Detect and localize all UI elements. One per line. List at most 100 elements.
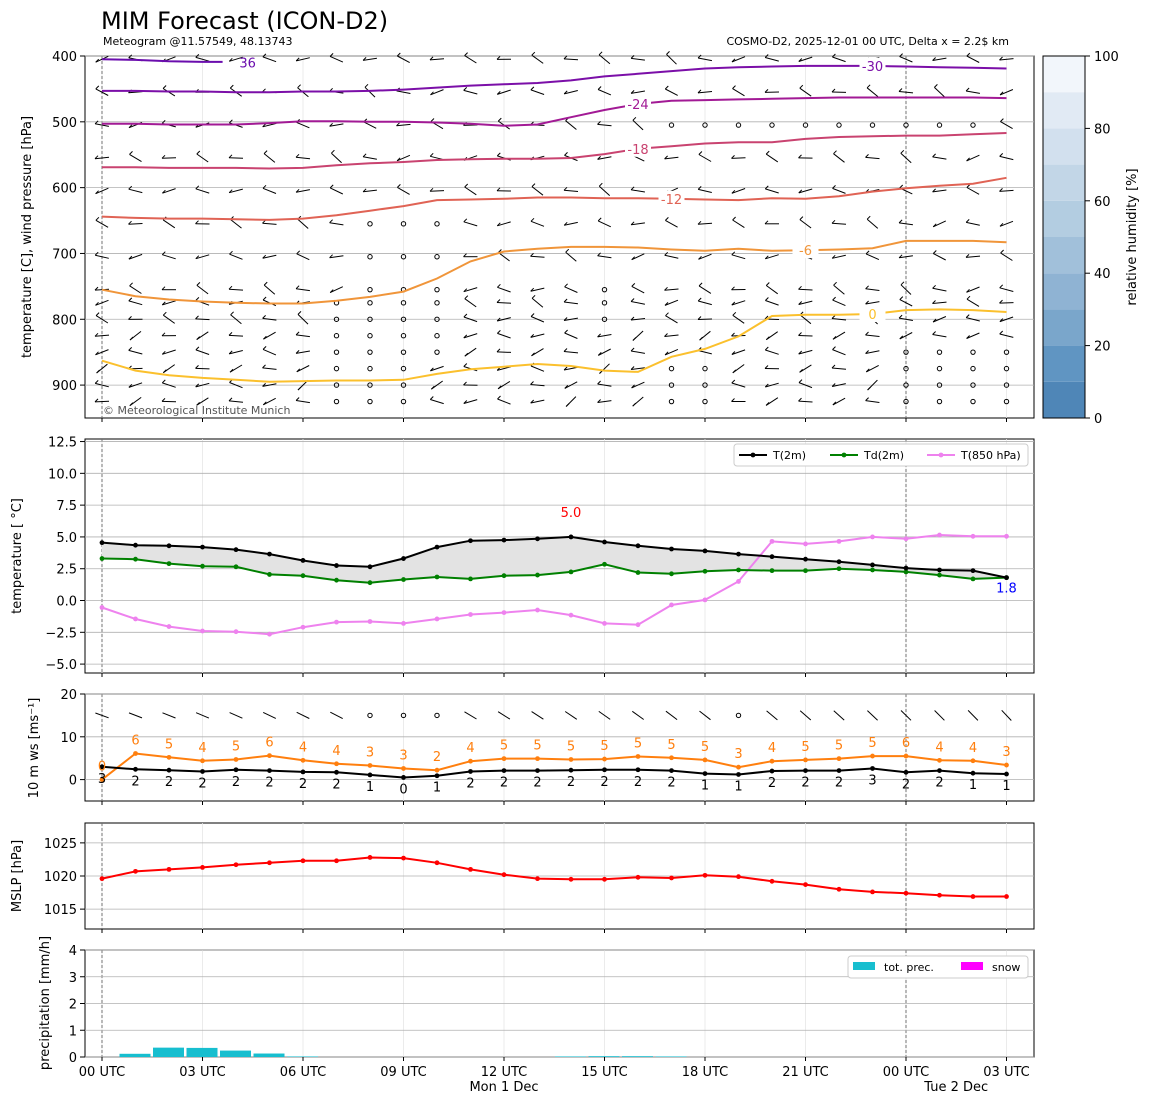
wind-barb-flag <box>161 251 166 256</box>
gust-line-point <box>99 777 105 782</box>
wind-barb <box>966 298 980 307</box>
wind-barb <box>128 223 143 225</box>
wind-barb-flag <box>764 185 769 190</box>
wind-barb-flag <box>162 369 167 374</box>
wind-barb-flag <box>463 253 467 258</box>
t2m-line-point <box>233 547 239 553</box>
wind-barb-flag <box>295 188 300 193</box>
precipitation-axis: 0 1 2 3 4 <box>69 944 1007 1066</box>
wind-barb <box>329 187 344 195</box>
wind-barb <box>128 253 143 260</box>
calm-wind-marker <box>903 398 909 405</box>
y-tick-label: 400 <box>52 50 77 65</box>
t850-line-point <box>669 602 674 608</box>
wind-barb <box>329 286 344 294</box>
wind-barb-flag <box>228 350 233 355</box>
mslp-line-point <box>334 858 339 864</box>
wind-barb <box>531 297 544 308</box>
wind-barb-flag <box>966 52 971 57</box>
precip-bar <box>588 1056 620 1057</box>
wind-barb-flag <box>530 287 535 292</box>
wind-barb <box>564 381 578 389</box>
wind-barb-flag <box>966 288 970 293</box>
calm-wind-marker <box>936 349 943 355</box>
wind-barb-flag <box>965 87 970 92</box>
wind-barb <box>665 710 678 720</box>
wind-barb-flag <box>464 52 468 56</box>
wind-barb-flag <box>632 116 637 121</box>
mean-wind-value-label: 2 <box>567 775 575 790</box>
legend-label: Td(2m) <box>863 449 904 462</box>
wind-barb-flag <box>463 288 468 293</box>
t850-line-point <box>635 622 641 628</box>
wind-barb-flag <box>831 219 836 224</box>
mslp-line-point <box>769 878 775 884</box>
y-tick-label: 700 <box>52 247 77 262</box>
wind-barb <box>430 89 444 96</box>
wind-barb <box>163 314 175 324</box>
gust-line-point <box>434 767 440 773</box>
wind-barb-flag <box>94 120 99 125</box>
wind-barb <box>262 122 277 128</box>
precip-bar <box>555 1056 586 1057</box>
wind-barb <box>296 189 310 193</box>
calm-wind-marker <box>367 300 373 306</box>
wind-barb <box>799 87 812 97</box>
wind-barb <box>497 711 511 720</box>
wind-barb <box>999 189 1014 192</box>
wind-barb-flag <box>798 189 803 194</box>
wind-barb-flag <box>866 215 871 220</box>
wind-frame <box>84 693 1035 802</box>
wind-barb-flag <box>731 155 735 159</box>
wind-barb-flag <box>697 89 702 94</box>
isotherm-label: 36 <box>239 57 256 72</box>
wind-barb-flag <box>563 221 568 226</box>
wind-barb <box>530 399 545 404</box>
wind-barb <box>95 382 109 388</box>
calm-wind-marker <box>735 712 742 719</box>
isotherm-label-bg <box>625 140 651 157</box>
wind-barb <box>698 285 712 294</box>
wind-barb-flag <box>798 350 803 355</box>
isotherm-lines: 36 -30 -24 -18 -12 -6 0 <box>101 57 1007 383</box>
wind-barb-flag <box>932 57 936 61</box>
wind-barb-flag <box>899 53 903 57</box>
wind-panel: 0362524252624242313021425252525252525131… <box>27 688 1035 805</box>
wind-barb <box>999 220 1014 227</box>
t850-line-point <box>401 621 406 626</box>
gust-value-label: 5 <box>500 739 508 754</box>
wind-barb <box>664 299 679 306</box>
wind-barb-flag <box>631 384 635 389</box>
t850-line-point <box>568 612 574 618</box>
mslp-line-point <box>669 875 674 881</box>
wind-barb-flag <box>831 254 836 259</box>
wind-barb <box>664 288 679 291</box>
wind-barb-flag <box>966 335 970 339</box>
time-tick-label: 00 UTC <box>883 1065 929 1080</box>
precipitation-bars <box>119 1047 687 1057</box>
wind-barb-flag <box>262 383 266 387</box>
wind-barb-flag <box>899 335 904 340</box>
t850-line-point <box>535 607 540 613</box>
wind-barb-flag <box>295 331 300 336</box>
wind-barb <box>631 301 645 305</box>
wind-barb-flag <box>128 347 133 351</box>
wind-barb <box>832 299 846 307</box>
t850-line-point <box>937 532 942 538</box>
wind-barb-flag <box>94 380 99 384</box>
t850-line-point <box>300 624 306 630</box>
wind-barb-flag <box>832 401 837 406</box>
wind-barb-flag <box>932 153 936 158</box>
colorbar-frame <box>1042 55 1086 419</box>
wind-barb-flag <box>129 151 133 155</box>
copyright-note: © Meteorological Institute Munich <box>103 404 290 417</box>
time-tick-label: 21 UTC <box>782 1065 828 1080</box>
calm-wind-marker <box>668 365 675 372</box>
y-tick-label: 10.0 <box>48 467 77 482</box>
wind-barb <box>765 153 779 163</box>
wind-barb-flag <box>329 289 334 293</box>
mean-wind-line-point <box>367 772 373 778</box>
mean-wind-line-point <box>970 770 976 776</box>
wind-barb-flag <box>95 190 99 195</box>
